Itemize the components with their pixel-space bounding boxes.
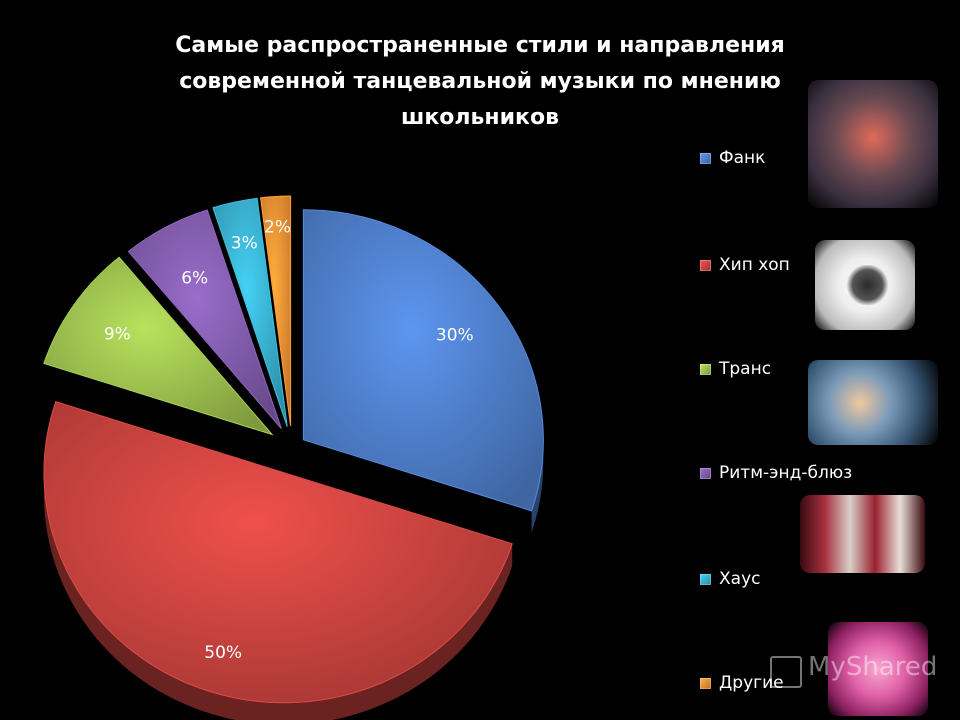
watermark-icon: [770, 656, 802, 688]
legend-swatch-trance: [700, 363, 711, 375]
legend-swatch-rnb: [700, 467, 711, 479]
pie-slice-side-funk: [531, 439, 544, 533]
data-label-house: 3%: [231, 233, 258, 253]
data-label-trance: 9%: [104, 325, 131, 345]
legend-swatch-funk: [700, 152, 711, 164]
data-label-other: 2%: [264, 217, 291, 237]
chart-title-line-2: современной танцевальной музыки по мнени…: [179, 69, 781, 94]
pie-slice-trance: [43, 256, 274, 436]
data-label-rnb: 6%: [181, 269, 208, 289]
legend-item-trance: Транс: [700, 358, 771, 380]
legend-swatch-house: [700, 573, 711, 585]
pie-slice-hip-hop: [43, 401, 513, 703]
legend-item-other: Другие: [700, 672, 784, 694]
data-label-funk: 30%: [436, 325, 474, 345]
legend-label-other: Другие: [719, 673, 784, 693]
pie-slice-rnb: [127, 209, 282, 430]
chart-title-line-3: школьников: [400, 105, 560, 130]
legend-item-house: Хаус: [700, 568, 760, 590]
watermark: MyShared: [808, 652, 938, 682]
pie-slice-house: [212, 197, 288, 427]
trance-dj-photo: [808, 360, 938, 445]
legend-item-hip-hop: Хип хоп: [700, 254, 790, 276]
funk-dancers-photo: [808, 80, 938, 208]
legend-label-funk: Фанк: [719, 148, 766, 168]
legend-item-rnb: Ритм-энд-блюз: [700, 462, 852, 484]
legend-label-trance: Транс: [719, 359, 772, 379]
legend-swatch-hip-hop: [700, 259, 711, 271]
data-label-hip-hop: 50%: [204, 643, 242, 663]
pie-slice-funk: [302, 209, 544, 512]
rnb-group-photo: [800, 495, 925, 573]
chart-title-line-1: Самые распространенные стили и направлен…: [175, 33, 785, 58]
hip-hop-dancer-photo: [815, 240, 915, 330]
legend-label-rnb: Ритм-энд-блюз: [719, 463, 853, 483]
lx-poster-photo: [828, 622, 928, 716]
legend-label-house: Хаус: [719, 569, 761, 589]
legend-label-hip-hop: Хип хоп: [719, 255, 790, 275]
legend-swatch-other: [700, 677, 711, 689]
chart-title: Самые распространенные стили и направлен…: [150, 28, 810, 136]
legend-item-funk: Фанк: [700, 147, 765, 169]
pie-slice-other: [259, 195, 292, 427]
